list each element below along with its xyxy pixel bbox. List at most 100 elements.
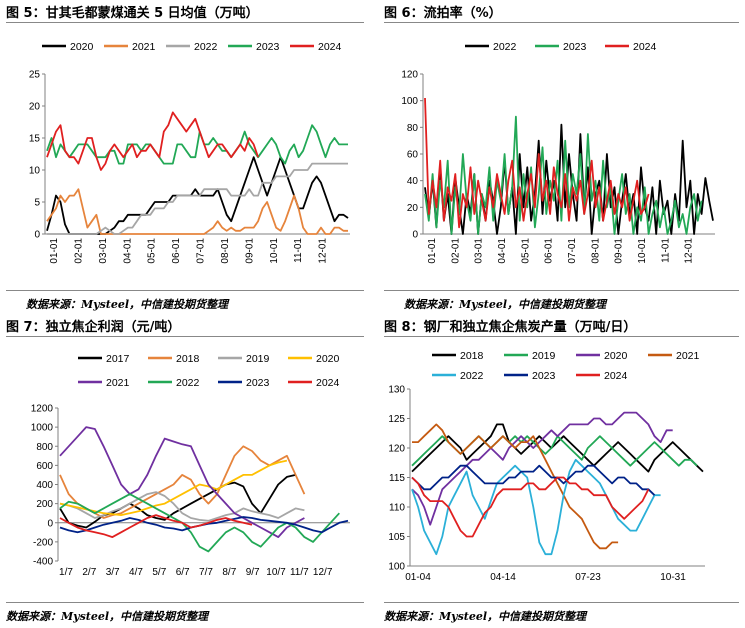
x-tick-label: 8/7: [222, 567, 236, 578]
x-tick-label: 7/7: [199, 567, 213, 578]
legend-label-2018: 2018: [460, 350, 484, 362]
panel-title-fig5: 图 5：甘其毛都蒙煤通关 5 日均值（万吨）: [6, 6, 259, 21]
x-tick-label: 9/7: [246, 567, 260, 578]
x-tick-label: 03-01: [98, 238, 109, 264]
y-tick-label: 80: [407, 123, 419, 134]
legend-label-2017: 2017: [106, 353, 130, 365]
title-rule-fig5: [6, 22, 364, 23]
x-tick-label: 3/7: [106, 567, 120, 578]
y-tick-label: 0: [412, 230, 418, 241]
y-tick-label: 1000: [31, 423, 54, 434]
x-tick-label: 09-01: [614, 238, 625, 264]
y-tick-label: 120: [401, 70, 418, 81]
title-rule-fig6: [384, 22, 739, 23]
y-tick-label: 0: [47, 518, 53, 529]
series-line-2018: [411, 423, 704, 473]
legend-label-2019: 2019: [532, 350, 556, 362]
legend-label-2020: 2020: [604, 350, 628, 362]
x-tick-label: 04-01: [122, 238, 133, 264]
series-line-2020: [411, 411, 673, 526]
legend-label-2024: 2024: [633, 41, 657, 53]
y-tick-label: 100: [401, 96, 418, 107]
x-tick-label: 2/7: [82, 567, 96, 578]
series-line-2024: [411, 476, 650, 538]
x-tick-label: 01-04: [405, 572, 431, 583]
y-tick-label: 1200: [31, 404, 54, 415]
y-tick-label: 25: [29, 70, 41, 81]
x-tick-label: 10/7: [266, 567, 286, 578]
y-tick-label: 40: [407, 176, 419, 187]
legend-label-2022: 2022: [176, 377, 200, 389]
legend-label-2023: 2023: [246, 377, 270, 389]
chart-8: 100 105 110 115 120 125 130 01-04 04-14 07-23 10-3…: [388, 350, 705, 583]
y-tick-label: 200: [36, 499, 53, 510]
x-tick-label: 1/7: [59, 567, 73, 578]
x-tick-label: 11-01: [293, 238, 304, 263]
series-line-2021: [59, 426, 305, 538]
legend-label-2024: 2024: [318, 41, 342, 53]
x-tick-label: 01-01: [49, 238, 60, 264]
y-tick-label: 0: [34, 230, 40, 241]
series-line-2021: [412, 423, 619, 550]
x-tick-label: 10-01: [269, 238, 280, 264]
x-tick-label: 4/7: [129, 567, 143, 578]
series-line-2021: [46, 188, 348, 235]
x-tick-label: 06-01: [171, 238, 182, 264]
legend-label-2023: 2023: [256, 41, 280, 53]
series-line-2022: [411, 458, 661, 556]
x-tick-label: 09-01: [244, 238, 255, 264]
y-tick-label: 20: [29, 102, 41, 113]
x-tick-label: 05-01: [147, 238, 158, 264]
y-tick-label: 10: [29, 166, 41, 177]
x-tick-label: 05-01: [520, 238, 531, 264]
y-tick-label: 600: [36, 461, 53, 472]
series-line-2023: [424, 115, 703, 235]
y-tick-label: 60: [407, 150, 419, 161]
legend-label-2021: 2021: [106, 377, 130, 389]
legend-label-2024: 2024: [316, 377, 340, 389]
y-tick-label: 15: [29, 134, 41, 145]
y-tick-label: -200: [33, 537, 53, 548]
chart-5: 0 5 10 15 20 25 01-01 02-01 03-01 04-01 05-01 06-01…: [29, 41, 350, 264]
x-tick-label: 04-01: [497, 238, 508, 264]
chart-7: -400 -200 0 200 400 600 800 1000 1200 1/7 2/7 3/7 4/…: [31, 353, 350, 578]
legend-label-2021: 2021: [132, 41, 156, 53]
y-tick-label: 5: [34, 198, 40, 209]
source-note-fig5: 数据来源：Mysteel，中信建投期货整理: [26, 298, 229, 311]
source-note-fig6: 数据来源：Mysteel，中信建投期货整理: [404, 298, 607, 311]
y-tick-label: 105: [388, 532, 405, 543]
panel-title-fig7: 图 7：独立焦企利润（元/吨）: [6, 320, 181, 335]
x-tick-label: 10-31: [660, 572, 686, 583]
x-tick-label: 07-01: [567, 238, 578, 264]
series-line-2017: [59, 474, 296, 529]
x-tick-label: 5/7: [152, 567, 166, 578]
series-line-2019: [59, 491, 305, 522]
panel-title-fig8: 图 8：钢厂和独立焦企焦炭产量（万吨/日）: [384, 320, 637, 335]
series-line-2024: [59, 514, 253, 538]
source-rule-fig6: [384, 290, 739, 291]
source-rule-fig8: [384, 602, 739, 603]
x-tick-label: 02-01: [450, 238, 461, 264]
x-tick-label: 01-01: [427, 238, 438, 264]
x-tick-label: 07-23: [575, 572, 601, 583]
x-tick-label: 06-01: [544, 238, 555, 264]
x-tick-label: 10-01: [637, 238, 648, 264]
legend-label-2022: 2022: [194, 41, 218, 53]
legend-label-2018: 2018: [176, 353, 200, 365]
x-tick-label: 08-01: [220, 238, 231, 264]
x-tick-label: 12/7: [313, 567, 333, 578]
series-line-2022: [59, 493, 340, 553]
series-line-2023: [46, 124, 348, 165]
x-tick-label: 04-14: [490, 572, 516, 583]
y-tick-label: -400: [33, 557, 53, 568]
series-line-2018: [59, 445, 306, 519]
y-tick-label: 800: [36, 442, 53, 453]
series-line-2024: [46, 111, 259, 171]
y-tick-label: 130: [388, 385, 405, 396]
x-tick-label: 12-01: [318, 238, 329, 264]
y-tick-label: 115: [389, 473, 405, 484]
legend-label-2023: 2023: [563, 41, 587, 53]
legend-label-2020: 2020: [70, 41, 94, 53]
legend-label-2023: 2023: [532, 370, 556, 382]
